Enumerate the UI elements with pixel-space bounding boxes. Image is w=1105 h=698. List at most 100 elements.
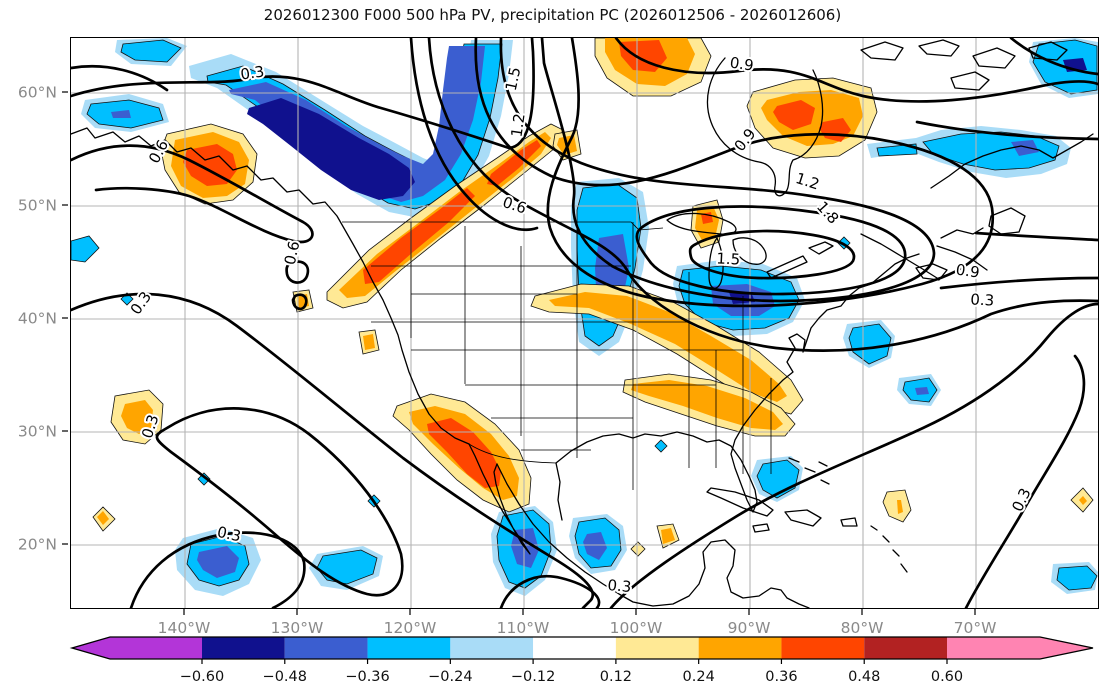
colorbar-segment bbox=[864, 637, 947, 659]
colorbar-segment bbox=[615, 637, 699, 659]
coast-hudson-bay bbox=[706, 57, 824, 197]
y-tick-label: 50°N bbox=[18, 197, 57, 215]
map-svg: 0.30.60.60.60.30.30.30.31.51.20.90.91.21… bbox=[71, 38, 1098, 608]
colorbar-segment bbox=[367, 637, 451, 659]
fill-positive-texas bbox=[622, 373, 796, 437]
map-plot: 0.3 0.6 0.6 0.6 0.3 0.3 0.3 0.3 1.5 1.2 0.9 0.9 1.2 1… bbox=[70, 37, 1099, 609]
pv-contour-03-north bbox=[71, 38, 535, 150]
colorbar-tick-label: −0.48 bbox=[263, 669, 307, 685]
colorbar-tick-label: 0.60 bbox=[931, 669, 963, 685]
fill-negative-bc-band bbox=[189, 40, 513, 218]
pv-contour-label: 0.9 bbox=[731, 125, 760, 155]
fill-positive-small-west bbox=[92, 289, 380, 532]
colorbar: −0.60 −0.48 −0.36 −0.24 −0.12 0.12 0.24 0.36 0.4… bbox=[69, 636, 1094, 685]
pv-contour-label: 1.2 bbox=[793, 169, 821, 193]
pv-contour-oval-1 bbox=[285, 260, 310, 284]
coast-labrador bbox=[930, 133, 1094, 189]
coast-mexico bbox=[496, 463, 810, 608]
coast-mx-gulf bbox=[555, 462, 563, 521]
state-borders bbox=[342, 221, 772, 490]
coast-gulf-east bbox=[555, 253, 920, 513]
pv-contour-label: 0.9 bbox=[729, 53, 755, 74]
x-tick-label: 110°W bbox=[497, 619, 550, 637]
fill-neg-ak-1b bbox=[120, 39, 182, 63]
graticule bbox=[71, 38, 1098, 608]
colorbar-tick-label: 0.36 bbox=[765, 669, 797, 685]
fill-neg-carolina-c bbox=[915, 387, 929, 395]
lake-superior bbox=[666, 212, 737, 235]
pv-contour-label: 1.2 bbox=[507, 112, 528, 138]
pv-contour-09-east bbox=[939, 276, 1098, 290]
pv-contour-tr bbox=[1009, 38, 1098, 76]
pv-contour-label: 0.3 bbox=[1008, 485, 1034, 514]
fill-neg-left-edge bbox=[71, 235, 100, 263]
x-tick-label: 120°W bbox=[384, 619, 437, 637]
pv-contour-03-se bbox=[964, 354, 1086, 608]
pv-contour-label: 1.8 bbox=[813, 198, 842, 228]
fill-negative-mexico-int bbox=[569, 514, 627, 574]
x-tick-label: 140°W bbox=[158, 619, 211, 637]
colorbar-tick-label: −0.60 bbox=[180, 669, 224, 685]
pv-contours bbox=[71, 38, 1098, 608]
arctic-islands bbox=[860, 39, 1068, 91]
pv-contour-ak bbox=[71, 64, 169, 92]
fill-neg-ak-2c bbox=[111, 110, 131, 118]
pv-contour-03-bottom-left bbox=[129, 531, 306, 608]
coast-baja bbox=[468, 443, 531, 555]
pv-contour-03-loop-sw bbox=[155, 407, 404, 597]
coast-pacific bbox=[71, 127, 470, 445]
pv-contour-06-west bbox=[71, 144, 314, 244]
pv-contour-fan-outer bbox=[409, 38, 539, 231]
pv-contour-12-vortex bbox=[499, 38, 936, 303]
y-tick-label: 30°N bbox=[18, 423, 57, 441]
y-tick-label: 60°N bbox=[18, 84, 57, 102]
pv-contour-oval-2 bbox=[291, 293, 308, 311]
pv-contour-label: 0.3 bbox=[239, 62, 265, 83]
colorbar-tick-label: −0.24 bbox=[428, 669, 472, 685]
x-tick-label: 90°W bbox=[728, 619, 771, 637]
lake-ontario bbox=[808, 241, 834, 255]
chart-title: 2026012300 F000 500 hPa PV, precipitatio… bbox=[263, 6, 842, 24]
colorbar-over-arrow bbox=[947, 637, 1093, 659]
colorbar-segment bbox=[698, 637, 782, 659]
pv-contour-06-long bbox=[427, 38, 1098, 352]
fill-neg-virginia-b bbox=[848, 323, 892, 365]
colorbar-tick-label: −0.36 bbox=[345, 669, 389, 685]
colorbar-segment bbox=[781, 637, 865, 659]
colorbar-tick-label: −0.12 bbox=[511, 669, 555, 685]
x-tick-label: 130°W bbox=[271, 619, 324, 637]
pv-contour-label: 0.3 bbox=[127, 288, 155, 318]
pv-contour-label: 0.3 bbox=[970, 290, 995, 309]
pv-contour-label: 1.5 bbox=[716, 249, 741, 268]
fill-positive-top-center bbox=[594, 38, 712, 97]
colorbar-segment bbox=[284, 637, 368, 659]
pv-contour-label: 0.9 bbox=[955, 260, 981, 281]
coast-newfoundland bbox=[988, 207, 1026, 235]
x-tick-label: 70°W bbox=[954, 619, 997, 637]
x-tick-label: 100°W bbox=[610, 619, 663, 637]
fill-positive-central-plains bbox=[530, 283, 804, 415]
caribbean-islands bbox=[706, 457, 908, 573]
pv-contour-03-pacific bbox=[71, 292, 595, 608]
fill-positive-socal bbox=[392, 393, 532, 513]
fill-negative-quebec bbox=[867, 126, 1071, 178]
colorbar-segment bbox=[533, 637, 616, 659]
fill-positive-small-south bbox=[630, 487, 1094, 557]
pv-contour-mx-loop bbox=[499, 575, 601, 608]
pv-contour-18-vortex bbox=[688, 229, 856, 280]
colorbar-tick-label: 0.48 bbox=[848, 669, 880, 685]
lake-huron bbox=[732, 237, 767, 265]
pv-contour-15-vortex bbox=[635, 205, 907, 296]
y-tick-label: 20°N bbox=[18, 536, 57, 554]
pv-contour-label: 1.5 bbox=[502, 65, 525, 92]
pv-contour-09-top bbox=[614, 38, 1098, 103]
pv-contour-09-vortex bbox=[474, 38, 995, 308]
colorbar-tick-label: 0.12 bbox=[600, 669, 632, 685]
colorbar-segment bbox=[450, 637, 534, 659]
y-tick-label: 40°N bbox=[18, 310, 57, 328]
coast-st-lawrence-n bbox=[936, 245, 988, 271]
x-tick-label: 80°W bbox=[841, 619, 884, 637]
pv-contour-label: 0.3 bbox=[607, 576, 632, 596]
pv-contour-east2 bbox=[974, 231, 1098, 242]
